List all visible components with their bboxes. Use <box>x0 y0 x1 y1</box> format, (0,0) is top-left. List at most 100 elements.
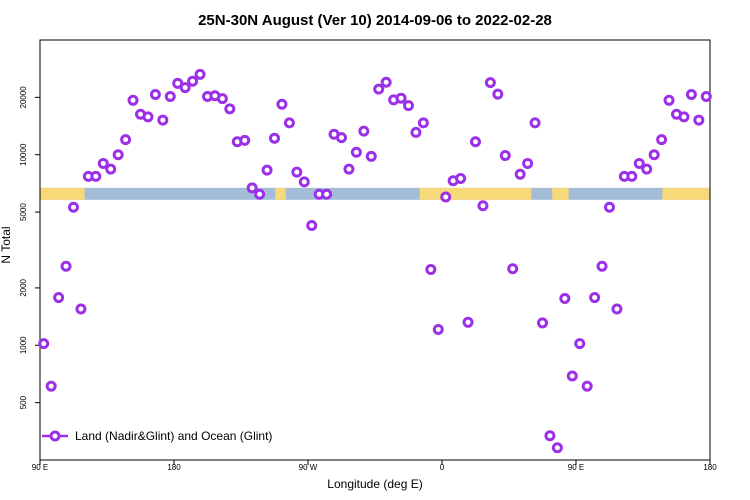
data-point <box>477 200 489 212</box>
data-point <box>120 134 132 146</box>
data-point <box>626 170 638 182</box>
data-point <box>291 166 303 178</box>
x-tick-label: 90 E <box>568 463 584 472</box>
data-point <box>410 126 422 138</box>
y-tick-label: 5000 <box>19 203 28 221</box>
data-point <box>440 191 452 203</box>
legend-label: Land (Nadir&Glint) and Ocean (Glint) <box>75 429 272 443</box>
y-tick-label: 1000 <box>19 336 28 354</box>
data-point <box>224 103 236 115</box>
x-tick-label: 90 W <box>299 463 318 472</box>
data-point <box>373 83 385 95</box>
data-point <box>380 76 392 88</box>
data-point <box>321 188 333 200</box>
data-point <box>246 182 258 194</box>
data-point <box>298 176 310 188</box>
data-point <box>522 157 534 169</box>
data-point <box>596 260 608 272</box>
data-point <box>127 94 139 106</box>
y-tick-label: 10000 <box>19 143 28 166</box>
y-tick-label: 2000 <box>19 278 28 296</box>
data-point <box>551 442 563 454</box>
data-point <box>157 114 169 126</box>
data-point <box>604 201 615 213</box>
data-point <box>633 157 645 169</box>
data-point <box>179 82 191 94</box>
ocean-band <box>40 187 710 200</box>
data-points <box>38 68 712 454</box>
data-point <box>105 163 117 175</box>
data-point <box>648 149 660 161</box>
data-point <box>462 316 474 328</box>
y-tick-label: 500 <box>19 395 28 409</box>
x-axis-label: Longitude (deg E) <box>327 477 422 491</box>
data-point <box>403 100 414 112</box>
data-point <box>559 292 571 304</box>
data-point <box>336 132 347 144</box>
data-point <box>656 134 668 146</box>
data-point <box>432 324 444 336</box>
data-point <box>194 68 206 80</box>
data-point <box>172 77 184 89</box>
data-point <box>470 136 481 148</box>
data-point <box>678 111 690 123</box>
land-segment <box>552 187 569 200</box>
legend: Land (Nadir&Glint) and Ocean (Glint) <box>42 429 272 443</box>
data-point <box>700 91 712 103</box>
data-point <box>60 260 72 272</box>
data-point <box>187 75 199 87</box>
data-point <box>216 93 228 105</box>
x-tick-label: 180 <box>167 463 181 472</box>
data-point <box>417 117 429 129</box>
data-point <box>499 150 511 162</box>
data-point <box>484 77 496 89</box>
data-point <box>611 303 623 315</box>
data-point <box>343 163 355 175</box>
data-point <box>566 370 578 382</box>
data-point <box>507 263 519 275</box>
data-point <box>455 173 467 185</box>
data-point <box>164 91 176 103</box>
data-point <box>641 163 653 175</box>
data-point <box>269 132 280 144</box>
data-point <box>112 149 124 161</box>
data-point <box>239 134 251 146</box>
data-point <box>425 263 437 275</box>
data-point <box>38 338 50 350</box>
chart-title: 25N-30N August (Ver 10) 2014-09-06 to 20… <box>198 12 552 29</box>
data-point <box>53 292 65 304</box>
data-point <box>529 117 541 129</box>
data-point <box>68 201 79 213</box>
data-point <box>365 150 377 162</box>
land-segment <box>40 187 85 200</box>
x-axis-ticks: 90 E 180 90 W 0 90 E 180 <box>32 460 717 472</box>
data-point <box>663 94 675 106</box>
x-tick-label: 180 <box>703 463 717 472</box>
y-axis-ticks: 500 1000 2000 5000 10000 20000 <box>19 86 40 409</box>
data-point <box>261 164 273 176</box>
data-point <box>358 125 370 137</box>
data-point <box>254 188 266 200</box>
data-point <box>45 380 57 392</box>
data-point <box>537 317 548 329</box>
data-point <box>90 170 102 182</box>
land-segment <box>275 187 286 200</box>
data-point <box>149 89 161 101</box>
x-tick-label: 90 E <box>32 463 48 472</box>
data-point <box>276 98 288 110</box>
y-tick-label: 20000 <box>19 86 28 109</box>
data-point <box>544 430 556 442</box>
data-point <box>350 146 362 158</box>
data-point <box>514 168 526 180</box>
y-axis-label: N Total <box>0 226 13 263</box>
land-segment <box>662 187 710 200</box>
data-point <box>492 88 504 100</box>
data-point <box>97 157 109 169</box>
plot-area <box>39 39 711 461</box>
data-point <box>75 303 87 315</box>
land-ocean-band <box>40 187 710 200</box>
data-point <box>306 220 318 232</box>
data-point <box>693 114 705 126</box>
x-tick-label: 0 <box>440 463 445 472</box>
